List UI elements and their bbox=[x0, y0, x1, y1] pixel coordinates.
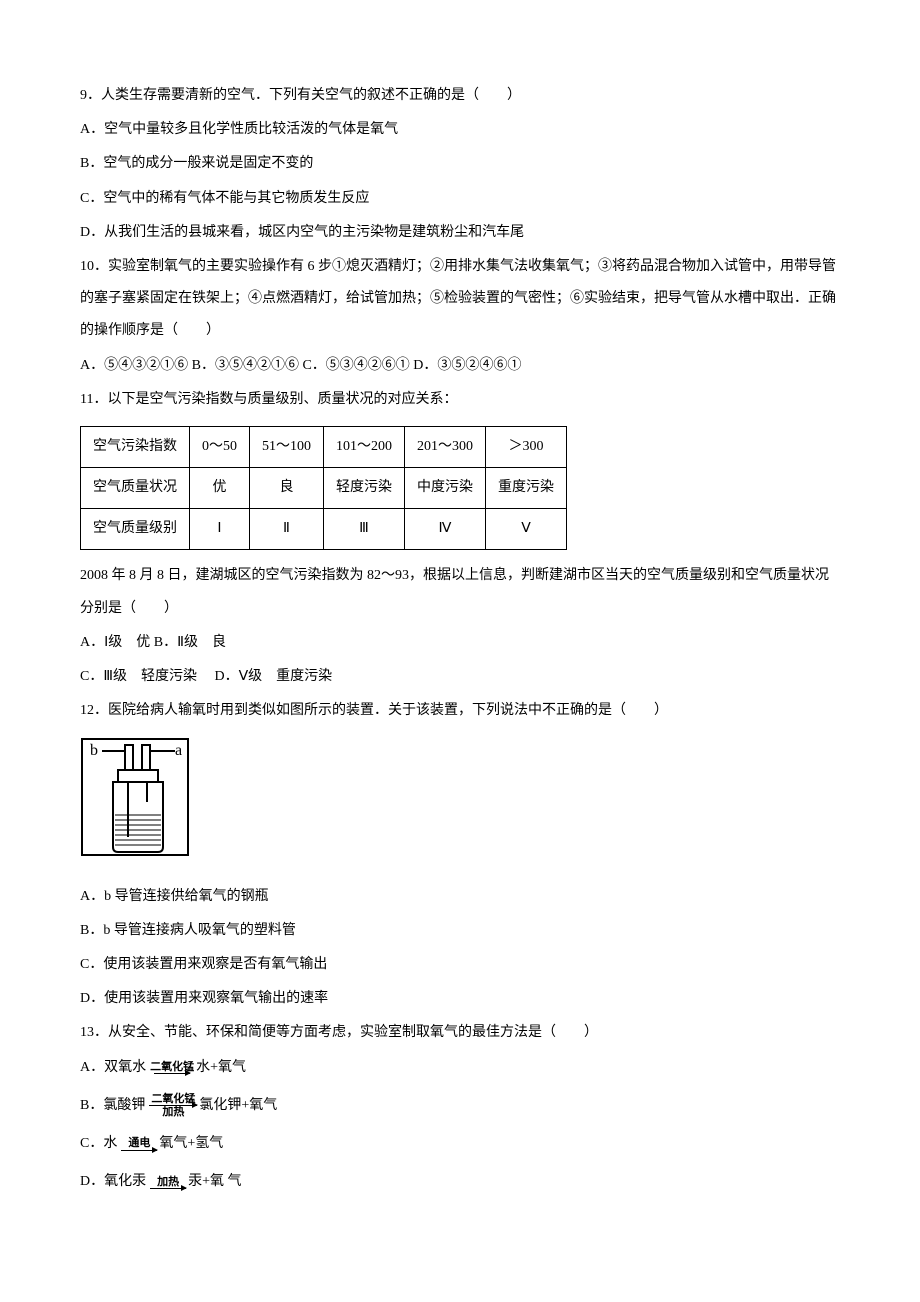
question-11-stem: 11．以下是空气污染指数与质量级别、质量状况的对应关系： bbox=[80, 384, 840, 416]
q9-option-c: C．空气中的稀有气体不能与其它物质发生反应 bbox=[80, 183, 840, 215]
condition-top: 通电 bbox=[128, 1137, 150, 1149]
q11-options-ab: A．Ⅰ级 优 B．Ⅱ级 良 bbox=[80, 627, 840, 659]
label-b: b bbox=[90, 742, 98, 759]
reaction-product: 汞+氧 气 bbox=[188, 1166, 241, 1198]
q10-options: A．⑤④③②①⑥ B．③⑤④②①⑥ C．⑤③④②⑥① D．③⑤②④⑥① bbox=[80, 350, 840, 382]
q11-options-cd: C．Ⅲ级 轻度污染 D．Ⅴ级 重度污染 bbox=[80, 661, 840, 693]
q13-option-a: A．双氧水 二氧化锰 水+氧气 bbox=[80, 1052, 840, 1084]
q13-option-d: D．氧化汞 加热 汞+氧 气 bbox=[80, 1166, 840, 1198]
table-row: 空气质量级别 Ⅰ Ⅱ Ⅲ Ⅳ Ⅴ bbox=[81, 509, 567, 550]
question-11-context: 2008 年 8 月 8 日，建湖城区的空气污染指数为 82～93，根据以上信息… bbox=[80, 560, 840, 624]
reaction-reactant: B．氯酸钾 bbox=[80, 1090, 145, 1122]
oxygen-device-figure: b a bbox=[80, 737, 840, 870]
condition-top: 二氧化锰 bbox=[151, 1093, 195, 1105]
question-9-stem: 9．人类生存需要清新的空气．下列有关空气的叙述不正确的是（ ） bbox=[80, 80, 840, 112]
reaction-product: 氧气+氢气 bbox=[159, 1128, 223, 1160]
reaction-arrow-icon: 二氧化锰 bbox=[150, 1061, 194, 1074]
q9-option-a: A．空气中量较多且化学性质比较活泼的气体是氧气 bbox=[80, 114, 840, 146]
condition-top: 加热 bbox=[157, 1176, 179, 1188]
question-13-stem: 13．从安全、节能、环保和简便等方面考虑，实验室制取氧气的最佳方法是（ ） bbox=[80, 1017, 840, 1049]
device-svg: b a bbox=[80, 737, 190, 857]
table-cell: 重度污染 bbox=[486, 468, 567, 509]
table-cell: 优 bbox=[190, 468, 250, 509]
q12-option-b: B．b 导管连接病人吸氧气的塑料管 bbox=[80, 915, 840, 947]
reaction-reactant: A．双氧水 bbox=[80, 1052, 146, 1084]
reaction-arrow-icon: 通电 bbox=[121, 1137, 157, 1150]
table-cell: 良 bbox=[250, 468, 324, 509]
table-cell: 空气质量级别 bbox=[81, 509, 190, 550]
reaction-arrow-icon: 加热 bbox=[150, 1176, 186, 1189]
table-cell: Ⅴ bbox=[486, 509, 567, 550]
table-cell: 空气污染指数 bbox=[81, 426, 190, 467]
table-cell: 0～50 bbox=[190, 426, 250, 467]
q9-option-b: B．空气的成分一般来说是固定不变的 bbox=[80, 148, 840, 180]
air-quality-table: 空气污染指数 0～50 51～100 101～200 201～300 ＞300 … bbox=[80, 426, 567, 551]
table-cell: Ⅳ bbox=[405, 509, 486, 550]
table-cell: 201～300 bbox=[405, 426, 486, 467]
label-a: a bbox=[175, 742, 182, 759]
table-cell: 中度污染 bbox=[405, 468, 486, 509]
q12-option-c: C．使用该装置用来观察是否有氧气输出 bbox=[80, 949, 840, 981]
table-cell: Ⅲ bbox=[324, 509, 405, 550]
question-12-stem: 12．医院给病人输氧时用到类似如图所示的装置．关于该装置，下列说法中不正确的是（… bbox=[80, 695, 840, 727]
q13-option-b: B．氯酸钾 二氧化锰 加热 氯化钾+氧气 bbox=[80, 1090, 840, 1122]
q9-option-d: D．从我们生活的县城来看，城区内空气的主污染物是建筑粉尘和汽车尾 bbox=[80, 217, 840, 249]
table-cell: 空气质量状况 bbox=[81, 468, 190, 509]
reaction-product: 氯化钾+氧气 bbox=[199, 1090, 277, 1122]
q13-option-c: C．水 通电 氧气+氢气 bbox=[80, 1128, 840, 1160]
condition-bottom: 加热 bbox=[162, 1106, 184, 1118]
table-cell: Ⅰ bbox=[190, 509, 250, 550]
table-cell: 轻度污染 bbox=[324, 468, 405, 509]
reaction-arrow-icon: 二氧化锰 加热 bbox=[149, 1093, 197, 1118]
reaction-product: 水+氧气 bbox=[196, 1052, 246, 1084]
table-row: 空气质量状况 优 良 轻度污染 中度污染 重度污染 bbox=[81, 468, 567, 509]
table-cell: ＞300 bbox=[486, 426, 567, 467]
table-cell: Ⅱ bbox=[250, 509, 324, 550]
table-cell: 101～200 bbox=[324, 426, 405, 467]
q12-option-d: D．使用该装置用来观察氧气输出的速率 bbox=[80, 983, 840, 1015]
q12-option-a: A．b 导管连接供给氧气的钢瓶 bbox=[80, 881, 840, 913]
question-10-stem: 10．实验室制氧气的主要实验操作有 6 步①熄灭酒精灯；②用排水集气法收集氧气；… bbox=[80, 251, 840, 348]
table-cell: 51～100 bbox=[250, 426, 324, 467]
reaction-reactant: D．氧化汞 bbox=[80, 1166, 146, 1198]
table-row: 空气污染指数 0～50 51～100 101～200 201～300 ＞300 bbox=[81, 426, 567, 467]
reaction-reactant: C．水 bbox=[80, 1128, 117, 1160]
